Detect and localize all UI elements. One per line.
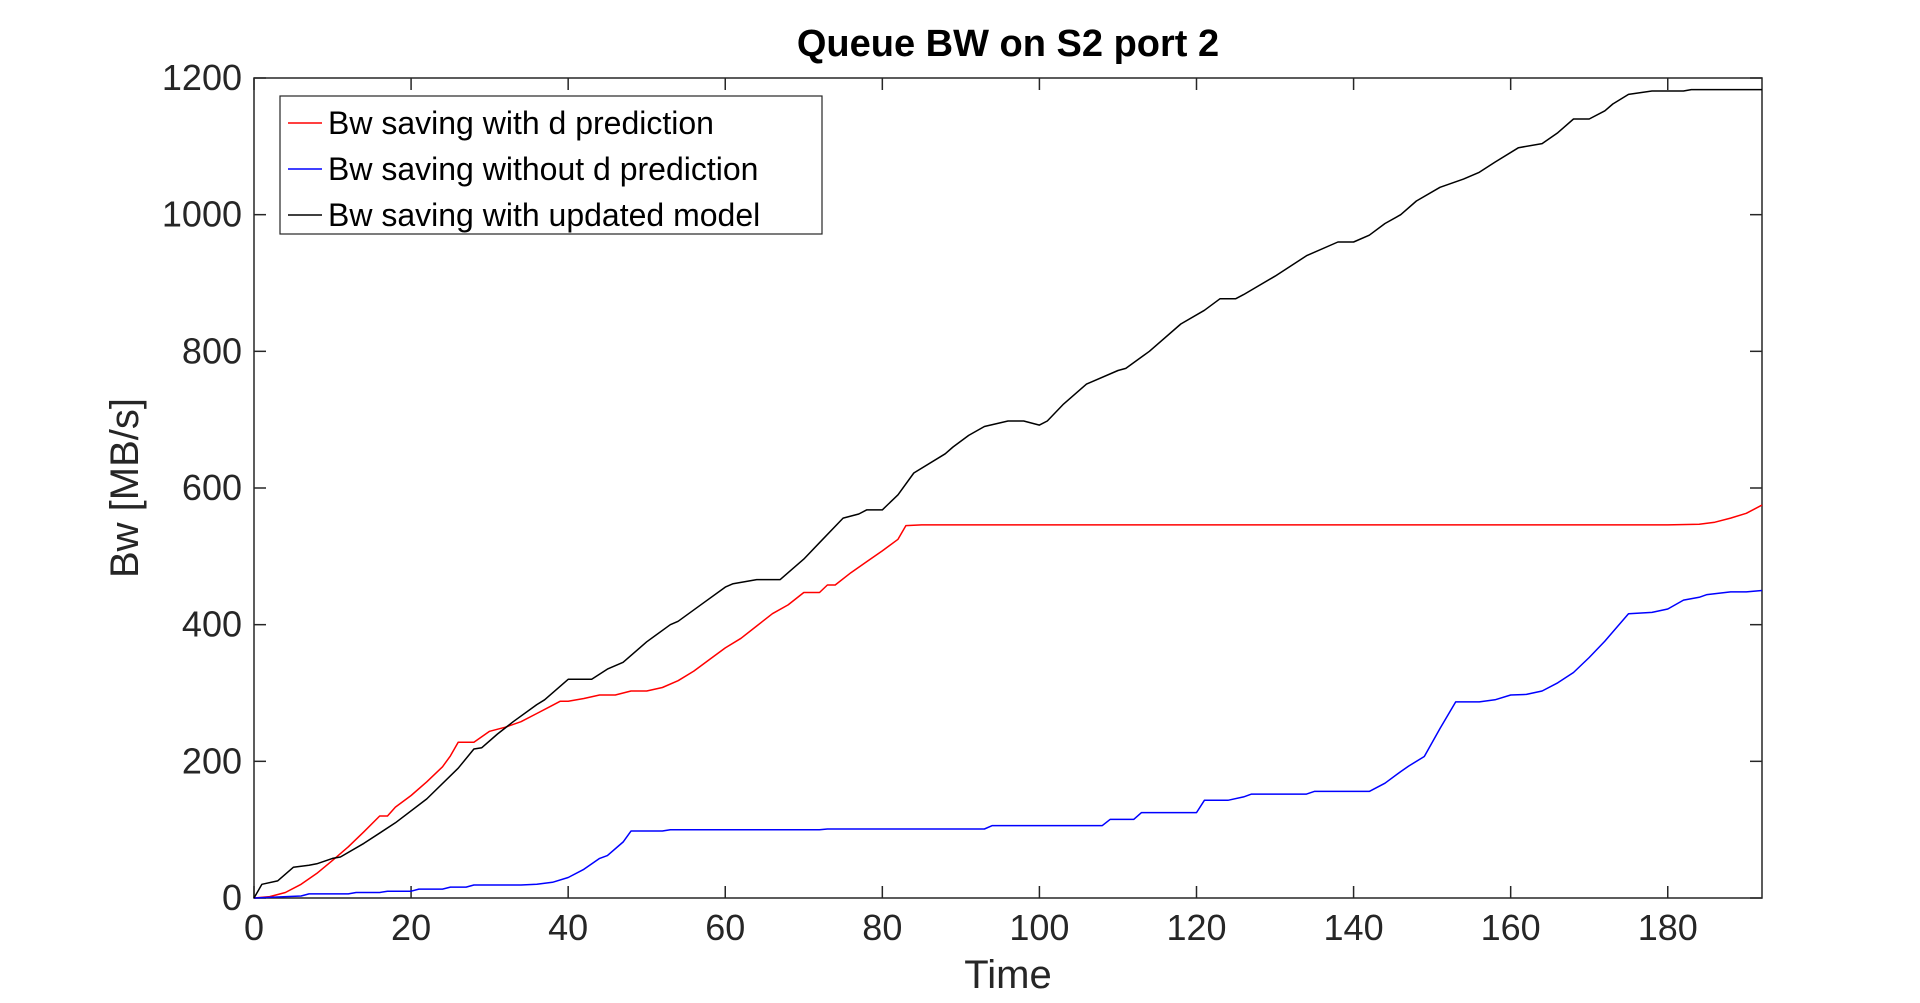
x-tick-label: 160 xyxy=(1481,907,1541,948)
series-line-2 xyxy=(253,589,1763,899)
legend-box xyxy=(279,95,823,235)
y-axis-label: Bw [MB/s] xyxy=(103,398,147,578)
y-tick-label: 200 xyxy=(182,740,242,781)
x-tick-label: 180 xyxy=(1638,907,1698,948)
legend: Bw saving with d prediction Bw saving wit… xyxy=(279,95,823,235)
x-tick-label: 140 xyxy=(1324,907,1384,948)
legend-entry: Bw saving with d prediction xyxy=(328,105,714,141)
y-tick-label: 1000 xyxy=(162,194,242,235)
y-tick-label: 400 xyxy=(182,604,242,645)
x-tick-label: 120 xyxy=(1166,907,1226,948)
series-lines xyxy=(253,88,1763,899)
legend-entry: Bw saving without d prediction xyxy=(328,151,758,187)
x-tick-label: 0 xyxy=(244,907,264,948)
x-tick-label: 20 xyxy=(391,907,431,948)
x-tick-label: 80 xyxy=(862,907,902,948)
y-tick-label: 600 xyxy=(182,467,242,508)
series-line-1 xyxy=(253,504,1763,899)
y-tick-label: 800 xyxy=(182,330,242,371)
x-axis-label: Time xyxy=(964,953,1051,997)
x-tick-label: 60 xyxy=(705,907,745,948)
legend-entry: Bw saving with updated model xyxy=(328,197,760,233)
series-line-3 xyxy=(253,88,1762,899)
x-axis-ticks: 0 20 40 60 80 100 120 140 160 180 xyxy=(244,78,1698,948)
y-axis-ticks: 0 200 400 600 800 1000 1200 xyxy=(162,57,1762,918)
x-tick-label: 100 xyxy=(1009,907,1069,948)
chart-title: Queue BW on S2 port 2 xyxy=(797,23,1219,65)
y-tick-label: 1200 xyxy=(162,57,242,98)
y-tick-label: 0 xyxy=(222,877,242,918)
x-tick-label: 40 xyxy=(548,907,588,948)
